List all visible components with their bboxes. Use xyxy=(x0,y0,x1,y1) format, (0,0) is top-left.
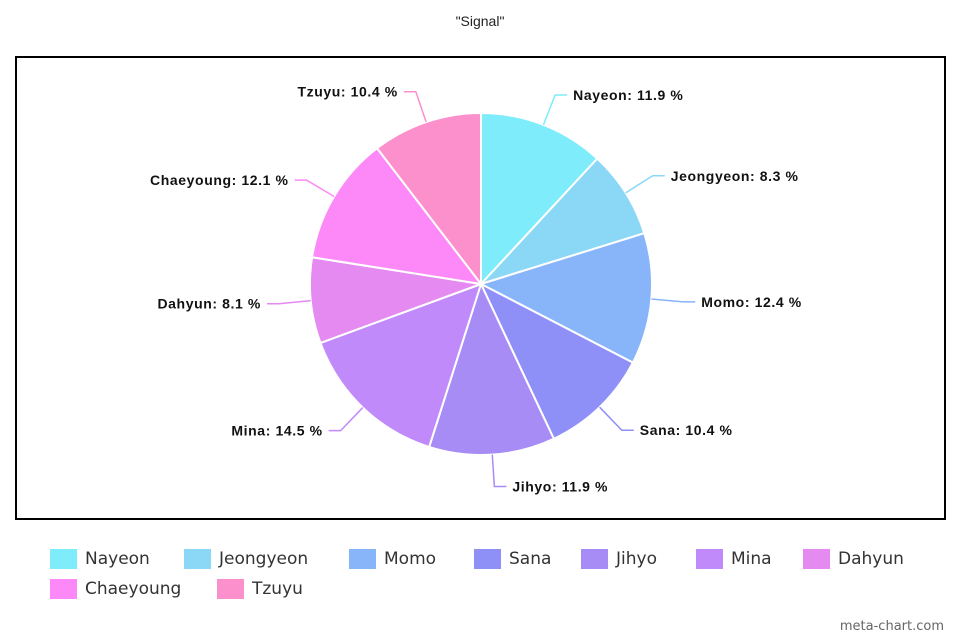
leader-line-nayeon xyxy=(542,94,568,126)
leader-line-chaeyoung xyxy=(294,179,335,198)
legend-label: Sana xyxy=(509,549,552,569)
legend-label: Momo xyxy=(384,549,437,569)
data-label-nayeon: Nayeon: 11.9 % xyxy=(573,87,683,103)
legend-swatch xyxy=(184,549,211,569)
legend-label: Jihyo xyxy=(616,549,657,569)
data-label-mina: Mina: 14.5 % xyxy=(231,423,322,439)
legend-swatch xyxy=(581,549,608,569)
legend-label: Mina xyxy=(731,549,772,569)
data-label-tzuyu: Tzuyu: 10.4 % xyxy=(297,84,397,100)
leader-line-tzuyu xyxy=(403,90,427,123)
legend-row-2: Chaeyoung Tzuyu xyxy=(50,576,950,606)
legend-swatch xyxy=(696,549,723,569)
legend-swatch xyxy=(50,549,77,569)
pie-slice-sana xyxy=(478,281,635,441)
legend-item-chaeyoung[interactable]: Chaeyoung xyxy=(50,576,181,602)
legend-label: Jeongyeon xyxy=(219,549,309,569)
legend-row-1: Nayeon Jeongyeon Momo Sana Jihyo Mina Dahyun xyxy=(50,546,950,576)
data-label-momo: Momo: 12.4 % xyxy=(701,294,802,310)
legend-label: Nayeon xyxy=(85,549,150,569)
leader-line-jeongyeon xyxy=(625,175,665,194)
pie-slice-tzuyu xyxy=(375,111,482,287)
legend-item-dahyun[interactable]: Dahyun xyxy=(803,546,904,572)
leader-line-momo xyxy=(651,298,696,303)
legend-swatch xyxy=(217,579,244,599)
legend-swatch xyxy=(50,579,77,599)
data-label-jihyo: Jihyo: 11.9 % xyxy=(512,479,608,495)
legend-item-jeongyeon[interactable]: Jeongyeon xyxy=(184,546,308,572)
watermark: meta-chart.com xyxy=(839,619,944,634)
data-label-jeongyeon: Jeongyeon: 8.3 % xyxy=(671,168,799,184)
legend-swatch xyxy=(803,549,830,569)
pie-chart: Nayeon: 11.9 % Jeongyeon: 8.3 % Momo: 12.4… xyxy=(150,84,802,495)
pie-slice-momo xyxy=(478,231,653,364)
chart-title: "Signal" xyxy=(455,13,505,29)
legend-item-momo[interactable]: Momo xyxy=(349,546,436,572)
legend-swatch xyxy=(474,549,501,569)
legend-item-tzuyu[interactable]: Tzuyu xyxy=(217,576,303,602)
legend: Nayeon Jeongyeon Momo Sana Jihyo Mina Dahyun C… xyxy=(50,546,950,606)
leader-line-sana xyxy=(599,406,634,431)
data-label-chaeyoung: Chaeyoung: 12.1 % xyxy=(150,172,289,188)
legend-item-nayeon[interactable]: Nayeon xyxy=(50,546,150,572)
legend-swatch xyxy=(349,549,376,569)
pie-slice-jeongyeon xyxy=(477,157,646,287)
legend-item-sana[interactable]: Sana xyxy=(474,546,551,572)
legend-item-jihyo[interactable]: Jihyo xyxy=(581,546,657,572)
pie-slice-jihyo xyxy=(427,281,556,456)
legend-label: Chaeyoung xyxy=(85,579,182,599)
data-label-dahyun: Dahyun: 8.1 % xyxy=(157,296,261,312)
legend-label: Dahyun xyxy=(838,549,904,569)
pie-slice-mina xyxy=(319,282,483,449)
data-label-sana: Sana: 10.4 % xyxy=(640,422,733,438)
leader-line-dahyun xyxy=(266,299,311,305)
legend-label: Tzuyu xyxy=(252,579,303,599)
legend-item-mina[interactable]: Mina xyxy=(696,546,772,572)
leader-line-mina xyxy=(328,407,364,432)
plot-area: Nayeon: 11.9 % Jeongyeon: 8.3 % Momo: 12.4… xyxy=(15,56,946,520)
leader-line-jihyo xyxy=(491,454,507,488)
